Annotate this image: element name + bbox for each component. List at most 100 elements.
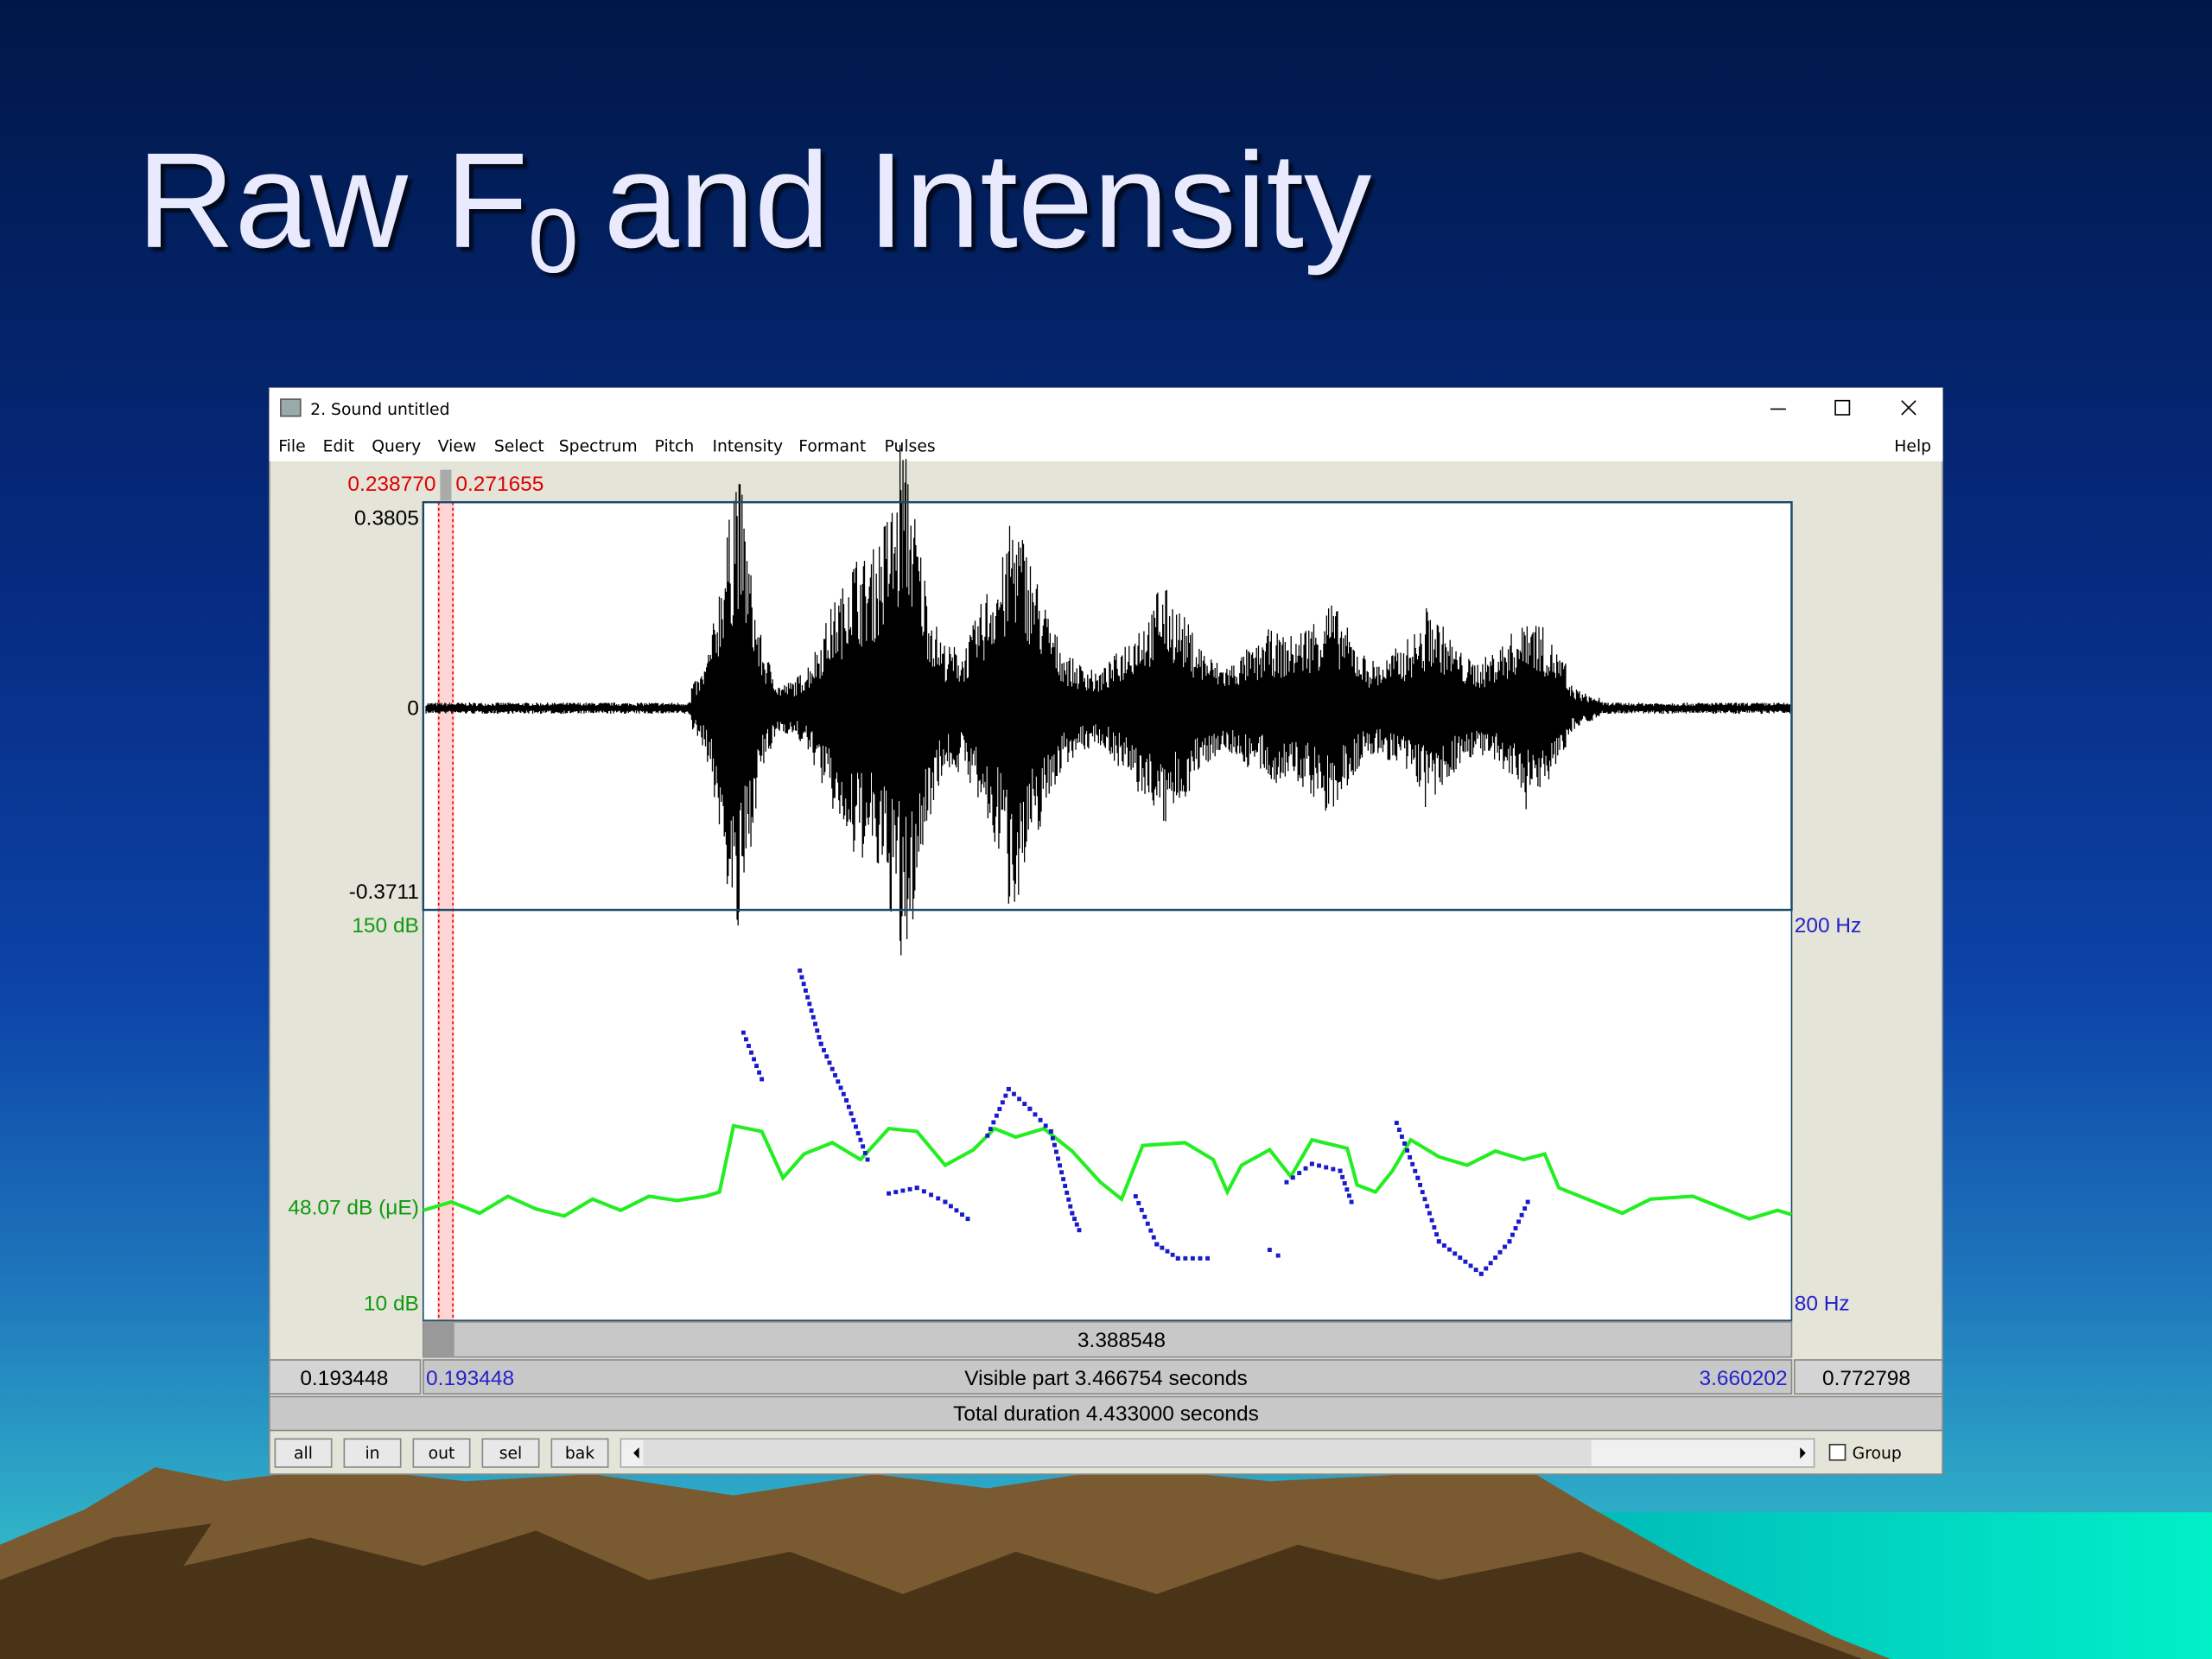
button-label: in [365,1445,379,1463]
group-checkbox[interactable] [1828,1444,1847,1461]
pitch-point [844,1098,849,1103]
pitch-point [921,1189,926,1194]
pitch-point [1145,1221,1150,1226]
menu-item[interactable]: Edit [323,437,354,455]
praat-window: 2. Sound untitled File Edit Query View Selec… [269,387,1943,1475]
pitch-point [1394,1121,1399,1126]
pitch-point [948,1204,953,1209]
button[interactable] [481,1438,540,1468]
pitch-point [1434,1232,1440,1237]
slide-title: Raw F0 and Intensity [137,125,1372,292]
pitch-point [907,1186,912,1192]
pitch-point [1267,1248,1272,1252]
title-main: Raw F [137,125,528,276]
pitch-point [1175,1255,1180,1261]
button-label: sel [499,1445,523,1463]
pitch-point [1151,1235,1156,1240]
pitch-point [954,1208,959,1213]
button-label: out [429,1445,455,1463]
right-outside-bar[interactable] [1793,1359,1943,1395]
pitch-point [865,1157,870,1162]
menu-item[interactable]: Query [372,437,421,455]
title-rest: and Intensity [604,125,1372,276]
close-button[interactable] [1901,400,1916,416]
pitch-point [1402,1141,1407,1146]
pitch-point [1074,1222,1079,1227]
menu-item[interactable]: View [438,437,477,455]
selection-end: 0.271655 [455,473,543,496]
button-row: all in out sel bak [274,1438,609,1468]
wave-min: -0.3711 [349,880,419,904]
pitch-point [1488,1261,1493,1266]
pitch-point [836,1079,841,1084]
pitch-point [1317,1163,1321,1168]
scroll-thumb[interactable] [643,1440,1592,1466]
maximize-button[interactable] [1834,399,1851,416]
selection-marker [440,469,452,501]
pitch-point [1154,1242,1160,1247]
menu-item[interactable]: File [278,437,305,455]
pitch-point [754,1064,760,1069]
pitch-point [893,1190,899,1195]
visible-part: Visible part 3.466754 seconds [964,1367,1247,1390]
pitch-point [809,1008,814,1014]
button-label: all [294,1445,313,1463]
pitch-point [830,1066,835,1071]
pitch-point [1507,1239,1512,1244]
menu-item[interactable]: Pulses [884,437,935,455]
pitch-point [862,1150,868,1155]
visible-start: 0.193448 [426,1367,514,1390]
pitch-point [1458,1255,1463,1260]
visible-bar[interactable] [422,1359,1793,1395]
menu-item[interactable]: Intensity [712,437,783,455]
menu-item[interactable]: Spectrum [559,437,638,455]
pitch-point [1463,1259,1468,1264]
left-outside: 0.193448 [300,1367,388,1390]
pitch-point [1331,1166,1336,1172]
pitch-point [1473,1268,1478,1273]
pitch-point [1170,1252,1175,1257]
pitch-point [801,982,806,987]
button[interactable] [343,1438,402,1468]
left-outside-bar[interactable] [269,1359,422,1395]
selection-start: 0.238770 [347,473,435,496]
pitch-point [824,1054,830,1059]
total-bar[interactable] [269,1395,1943,1432]
pitch-point [1415,1175,1421,1180]
button[interactable] [274,1438,333,1468]
button[interactable] [412,1438,471,1468]
waveform [425,444,1791,956]
pitch-point [900,1188,906,1193]
pitch-point [1065,1190,1070,1195]
pitch-point [1513,1226,1518,1230]
pitch-point [1133,1194,1138,1198]
menu-item[interactable]: Select [494,437,544,455]
pitch-point [1063,1184,1068,1188]
pitch-point [1058,1163,1062,1168]
button[interactable] [550,1438,609,1468]
button-label: bak [565,1445,594,1463]
menu-item[interactable]: Pitch [655,437,695,455]
pitch-point [1165,1249,1170,1254]
menu-item[interactable]: Formant [798,437,866,455]
pitch-point [1017,1096,1022,1102]
segment-left[interactable] [423,1321,454,1357]
pitch-point [1006,1086,1011,1091]
pitch-point [1349,1199,1354,1205]
pitch-point [988,1127,993,1132]
pitch-point [960,1212,964,1217]
pitch-point [914,1185,919,1191]
pitch-point [855,1131,861,1136]
pitch-point [1425,1204,1430,1209]
pitch-point [1183,1255,1188,1261]
pitch-point [1400,1135,1404,1139]
menu-help[interactable]: Help [1894,437,1931,455]
pitch-point [752,1057,756,1062]
pitch-point [799,975,804,980]
pitch-point [1324,1165,1329,1170]
pitch-point [1497,1249,1503,1255]
pitch-point [997,1107,1002,1111]
pitch-point [743,1037,748,1042]
pitch-point [1022,1102,1027,1106]
